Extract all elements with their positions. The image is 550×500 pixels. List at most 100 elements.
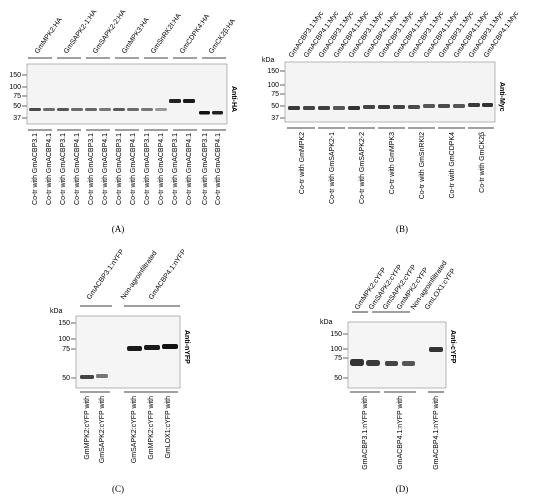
panel-d-group-label: GmACBP4.1:nYFP with xyxy=(397,396,404,470)
panel-c-bottom-labels: GmMPK2:cYFP with GmSAPK2:cYFP with GmSAP… xyxy=(84,396,172,463)
panel-b-group-label: Co-tr with GmCDPK4 xyxy=(449,132,456,199)
panel-a-lane-label: Co-tr with GmACBP3.1 xyxy=(116,133,123,205)
panel-a-group-label: GmSnRK2I:HA xyxy=(150,12,183,55)
band xyxy=(453,104,465,108)
panel-a-lane-label: Co-tr with GmACBP3.1 xyxy=(172,133,179,205)
band xyxy=(408,105,420,109)
mw-marker-label: 50 xyxy=(271,103,279,110)
panel-b-group-label: Co-tr with GmSAPK2-2 xyxy=(359,132,366,204)
panel-c-bands xyxy=(80,344,178,379)
panel-b-kda-label: kDa xyxy=(262,57,275,64)
band xyxy=(71,108,83,111)
band xyxy=(199,111,210,115)
panel-a-lane-label: Co-tr with GmACBP4.1 xyxy=(186,133,193,205)
mw-marker-label: 100 xyxy=(267,82,279,89)
band xyxy=(393,105,405,109)
band xyxy=(127,346,142,351)
panel-c-lane-label: GmMPK2:cYFP with xyxy=(84,396,91,460)
mw-marker-label: 100 xyxy=(330,346,342,353)
panel-b-label: (B) xyxy=(396,224,408,234)
panel-b-antibody-label: Anti-Myc xyxy=(498,82,505,112)
band xyxy=(29,108,41,111)
band xyxy=(318,106,330,110)
band xyxy=(423,104,435,108)
panel-d-blot xyxy=(347,321,447,389)
panel-b-bands xyxy=(288,103,493,110)
band xyxy=(385,361,398,366)
panel-b-group-label: Co-tr with GmMPK2 xyxy=(299,132,306,194)
panel-c-lane-label: GmLOX1:cYFP with xyxy=(165,396,172,459)
band xyxy=(113,108,125,111)
panel-a-group-label: GmCDPK4:HA xyxy=(179,13,211,55)
panel-c-antibody-label: Anti-nYFP xyxy=(183,330,190,364)
band xyxy=(438,104,450,108)
panel-d-bottom-labels: GmACBP3.1:nYFP with GmACBP4.1:nYFP with … xyxy=(362,396,440,470)
panel-a-blot xyxy=(26,63,228,125)
panel-a-lane-label: Co-tr with GmACBP4.1 xyxy=(102,133,109,205)
band xyxy=(96,374,108,378)
panel-a-antibody-label: Anti-HA xyxy=(230,86,237,112)
band xyxy=(363,105,375,109)
panel-c-group-label: GmACBP3.1:nYFP xyxy=(86,248,126,301)
band xyxy=(402,361,415,366)
band xyxy=(57,108,69,111)
mw-marker-label: 50 xyxy=(62,375,70,382)
band xyxy=(348,106,360,110)
panel-a-mw-markers: 150 100 75 50 37 xyxy=(9,72,27,122)
panel-d-group-label: GmACBP4.1:nYFP with xyxy=(433,396,440,470)
band xyxy=(127,108,139,111)
band xyxy=(85,108,97,111)
mw-marker-label: 50 xyxy=(334,375,342,382)
panel-a-lane-label: Co-tr with GmACBP4.1 xyxy=(215,133,222,205)
panel-d-label: (D) xyxy=(396,484,409,494)
mw-marker-label: 75 xyxy=(271,91,279,98)
panel-a-bands xyxy=(29,99,223,115)
panel-a-lane-label: Co-tr with GmACBP3.1 xyxy=(202,133,209,205)
panel-a-group-label: GmMPK3:HA xyxy=(121,16,151,55)
panel-a-lane-label: Co-tr with GmACBP4.1 xyxy=(46,133,53,205)
band xyxy=(288,106,300,110)
band xyxy=(80,375,94,379)
mw-marker-label: 75 xyxy=(62,346,70,353)
band xyxy=(350,359,364,366)
panel-a-lane-label: Co-tr with GmACBP3.1 xyxy=(88,133,95,205)
panel-a-lane-label: Co-tr with GmACBP4.1 xyxy=(158,133,165,205)
panel-b-blot xyxy=(284,61,496,123)
panel-c-top-labels: GmACBP3.1:nYFP Non-agroinfiltrated GmACB… xyxy=(86,248,188,301)
band xyxy=(212,111,223,115)
panel-a-lane-label: Co-tr with GmACBP4.1 xyxy=(74,133,81,205)
panel-a-group-label: GmCK2β:HA xyxy=(208,18,237,56)
band xyxy=(333,106,345,110)
panel-b-mw-markers: 150 100 75 50 37 xyxy=(267,68,285,122)
band xyxy=(303,106,315,110)
panel-b: GmACBP3.1:Myc GmACBP4.1:Myc GmACBP3.1:My… xyxy=(262,10,520,234)
mw-marker-label: 75 xyxy=(334,355,342,362)
mw-marker-label: 37 xyxy=(13,115,21,122)
panel-c-lane-label: GmMPK2:cYFP with xyxy=(148,396,155,460)
mw-marker-label: 75 xyxy=(13,93,21,100)
panel-a-lane-label: Co-tr with GmACBP3.1 xyxy=(60,133,67,205)
panel-c-lane-label: GmSAPK2:cYFP with xyxy=(99,396,106,463)
panel-b-top-labels: GmACBP3.1:Myc GmACBP4.1:Myc GmACBP3.1:My… xyxy=(288,10,520,59)
panel-d-mw-markers: 150 100 75 50 xyxy=(330,331,348,382)
panel-b-group-label: Co-tr with GmMPK3 xyxy=(389,132,396,194)
panel-a-bottom-labels: Co-tr with GmACBP3.1 Co-tr with GmACBP4.… xyxy=(32,133,222,205)
band xyxy=(99,108,111,111)
mw-marker-label: 150 xyxy=(9,72,21,79)
panel-d-kda-label: kDa xyxy=(320,319,333,326)
band xyxy=(429,347,443,352)
panel-c-label: (C) xyxy=(112,484,124,494)
band xyxy=(43,108,55,111)
panel-b-group-label: Co-tr with GmSnRKI2 xyxy=(419,132,426,199)
band xyxy=(155,108,167,111)
panel-a-lane-label: Co-tr with GmACBP4.1 xyxy=(130,133,137,205)
band xyxy=(366,360,380,366)
mw-marker-label: 150 xyxy=(330,331,342,338)
panel-a-top-labels: GmMPK2:HA GmSAPK2-1:HA GmSAPK2-2:HA GmMP… xyxy=(34,8,237,55)
mw-marker-label: 100 xyxy=(58,336,70,343)
panel-c-lane-label: GmSAPK2:cYFP with xyxy=(131,396,138,463)
panel-d-top-labels: GmMPK2:cYFP GmSAPK2:cYFP GmSAPK2:cYFP Gm… xyxy=(354,260,458,311)
panel-d: GmMPK2:cYFP GmSAPK2:cYFP GmSAPK2:cYFP Gm… xyxy=(320,260,457,494)
mw-marker-label: 37 xyxy=(271,115,279,122)
